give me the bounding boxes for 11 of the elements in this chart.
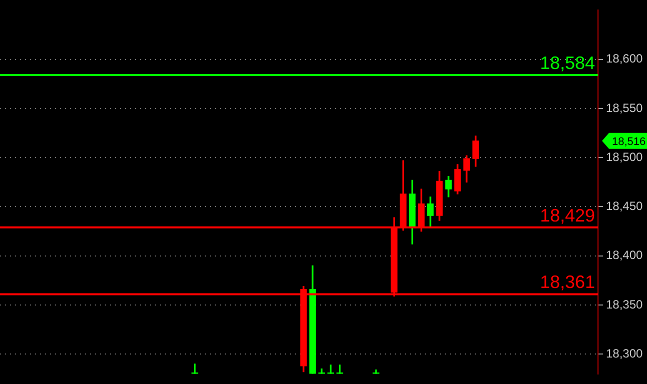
- y-tick-label: 18,400: [606, 248, 644, 262]
- y-tick-label: 18,500: [606, 150, 644, 164]
- ref-line-label: 18,429: [540, 205, 595, 226]
- ref-line-label: 18,361: [540, 272, 595, 292]
- y-tick-label: 18,450: [606, 199, 644, 214]
- text: 18,516: [612, 136, 646, 148]
- y-tick-label: 18,550: [606, 100, 644, 115]
- y-tick-label: 18,300: [606, 346, 644, 360]
- y-tick-label: 18,350: [606, 297, 644, 312]
- ref-line-label: 18,584: [540, 53, 595, 74]
- y-tick-label: 18,600: [606, 52, 644, 66]
